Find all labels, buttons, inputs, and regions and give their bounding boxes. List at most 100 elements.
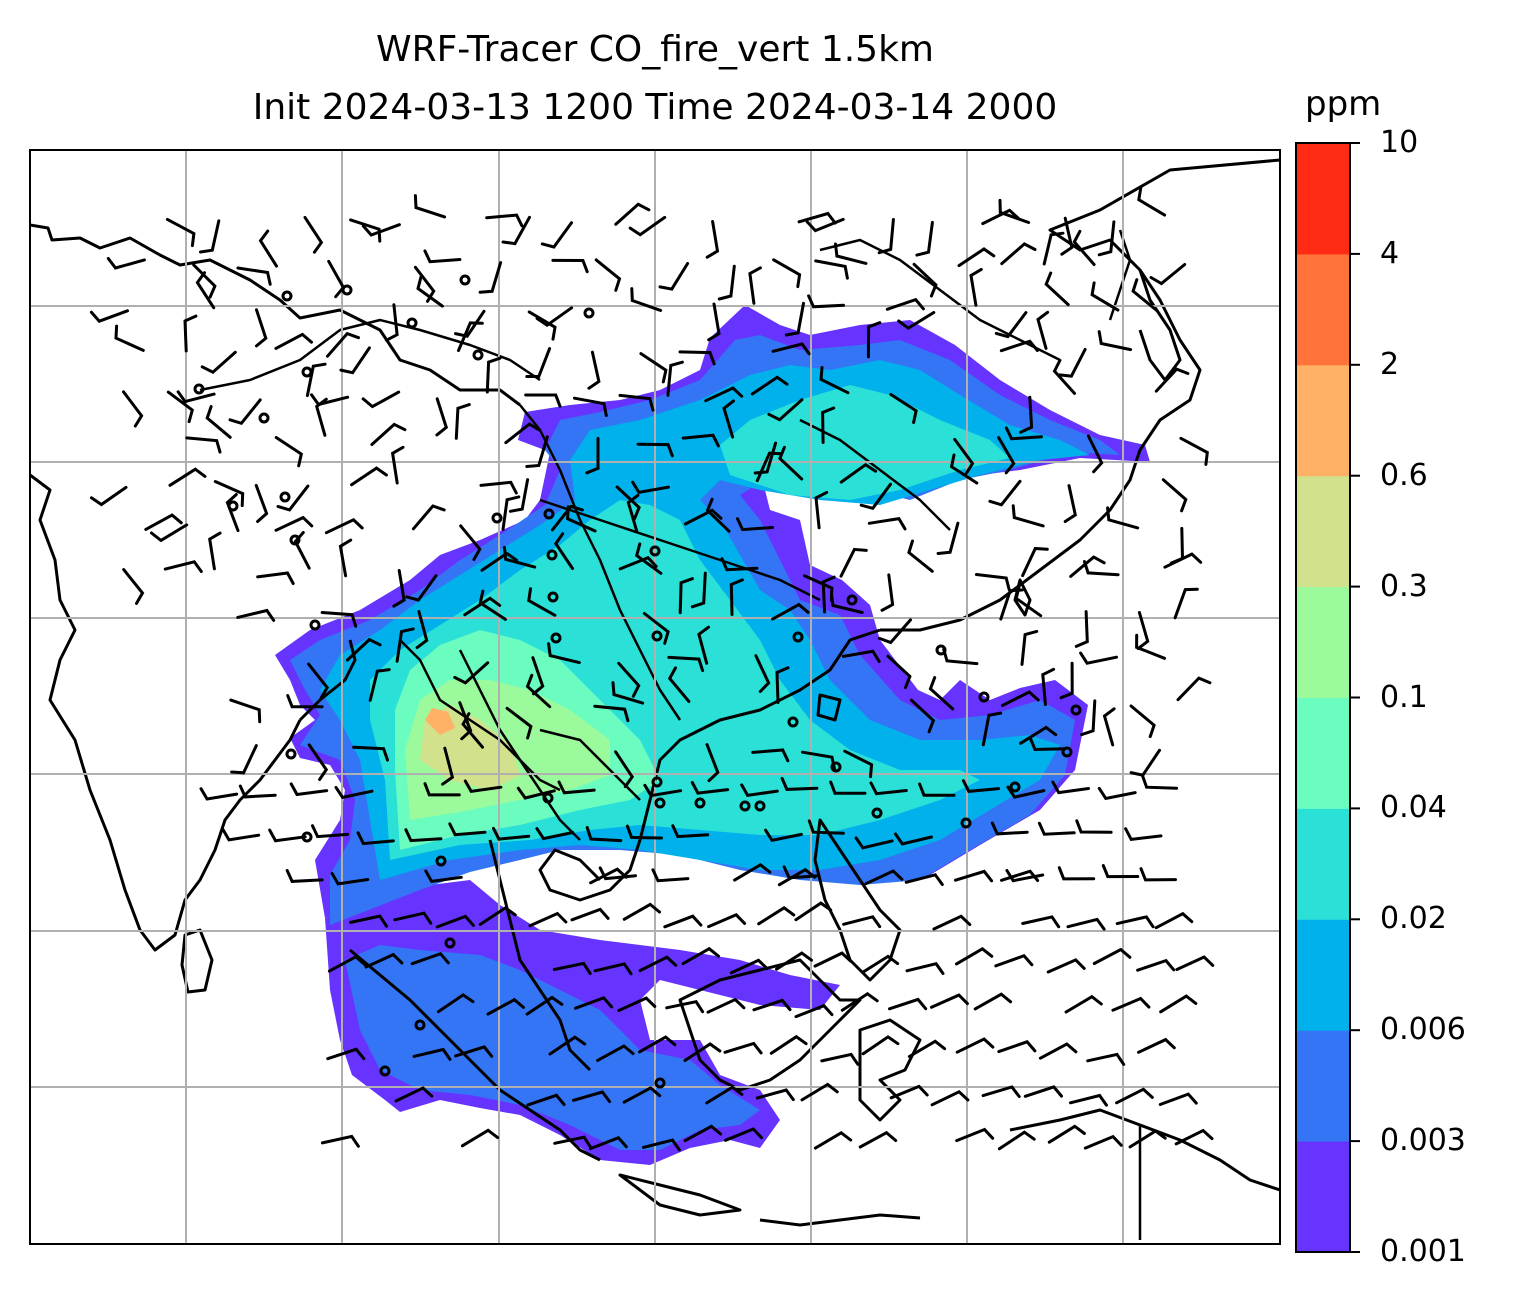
wind-barb [614, 750, 635, 789]
wind-barb [1090, 281, 1120, 312]
wind-barb [667, 666, 691, 703]
colorbar-tick-label: 0.1 [1380, 679, 1428, 715]
wind-barb [405, 574, 438, 602]
wind-barb [478, 906, 517, 926]
calm-wind-marker [491, 512, 503, 524]
wind-barb [415, 610, 429, 650]
colorbar [1295, 142, 1360, 1253]
wind-barb [1080, 699, 1097, 737]
wind-barb [866, 321, 882, 359]
wind-barb [361, 390, 401, 409]
wind-barb [320, 1134, 360, 1148]
calm-wind-marker [871, 807, 883, 819]
wind-barb [540, 221, 573, 249]
calm-wind-marker [654, 1077, 666, 1089]
wind-barb [843, 749, 874, 779]
wind-barb [524, 393, 562, 408]
wind-barb [631, 480, 670, 495]
wind-barb [1014, 585, 1043, 618]
wind-barb [877, 618, 912, 645]
wind-barb [1149, 263, 1187, 286]
wind-barb [1019, 395, 1034, 434]
wind-barb [256, 571, 295, 585]
wind-barb [598, 866, 637, 881]
wind-barb [255, 308, 268, 348]
wind-barb [570, 907, 610, 922]
calm-wind-marker [583, 307, 595, 319]
wind-barb [994, 311, 1028, 339]
wind-barb [416, 275, 444, 308]
wind-barb [841, 649, 881, 663]
wind-barb [1176, 676, 1212, 702]
wind-barb [705, 743, 720, 783]
calm-wind-marker [543, 508, 555, 520]
colorbar-tick-label: 0.04 [1380, 790, 1447, 826]
wind-barb [508, 478, 530, 513]
wind-barb [1057, 866, 1096, 881]
colorbar-bin [1296, 919, 1350, 1031]
wind-barb [705, 497, 731, 533]
wind-barb [1046, 958, 1086, 974]
wind-barb [814, 259, 849, 280]
wind-barb [423, 782, 461, 797]
wind-barb [740, 783, 779, 798]
wind-barb [258, 229, 278, 268]
wind-barb [205, 405, 232, 439]
wind-barb [618, 555, 658, 571]
wind-barb [1006, 785, 1046, 799]
wind-barb [501, 215, 531, 246]
wind-barb [1063, 484, 1077, 523]
wind-barb [485, 213, 524, 228]
calm-wind-marker [1009, 781, 1021, 793]
wind-barb [717, 264, 736, 301]
wind-barb [678, 350, 716, 366]
wind-barb [665, 1000, 705, 1014]
wind-barb [994, 953, 1034, 968]
wind-barb [800, 1082, 839, 1102]
wind-barb [821, 406, 836, 444]
calm-wind-marker [1061, 746, 1073, 758]
wind-barb [1106, 506, 1140, 530]
wind-barb [573, 396, 608, 417]
wind-barb [531, 656, 545, 696]
wind-barb [435, 397, 449, 437]
wind-barb [622, 902, 661, 921]
wind-barb [334, 785, 374, 800]
wind-barb [930, 1090, 970, 1107]
wind-barb [690, 781, 730, 795]
wind-barb [307, 662, 330, 700]
wind-barb [829, 780, 867, 795]
wind-barb [889, 1084, 929, 1100]
wind-barb [370, 422, 407, 446]
wind-barb [1021, 546, 1049, 578]
wind-barb [1004, 426, 1043, 441]
colorbar-tick-label: 0.001 [1380, 1234, 1466, 1269]
wind-barb [912, 262, 938, 298]
wind-barb [767, 398, 804, 422]
calm-wind-marker [651, 630, 663, 642]
wind-barb [915, 220, 934, 257]
wind-barb [1111, 996, 1151, 1012]
wind-barb [617, 996, 657, 1012]
wind-barb [526, 1093, 566, 1107]
wind-barb [1163, 552, 1203, 569]
wind-barb [1139, 867, 1177, 882]
wind-barb [771, 342, 811, 356]
wind-barb [314, 397, 328, 437]
calm-wind-marker [1070, 704, 1082, 716]
wind-barb [289, 782, 329, 797]
wind-barb [221, 828, 261, 842]
calm-wind-marker [285, 748, 297, 760]
wind-barb [784, 301, 805, 337]
wind-barb [144, 513, 183, 531]
wind-barb [999, 339, 1039, 353]
wind-barb [961, 779, 1001, 793]
colorbar-tick-label: 4 [1380, 235, 1400, 271]
wind-barb [228, 398, 262, 426]
wind-barb [949, 453, 979, 485]
wind-barb [585, 826, 623, 843]
wind-barb [458, 701, 473, 741]
wind-barb [889, 393, 918, 424]
wind-barb [326, 331, 360, 358]
colorbar-bin [1296, 475, 1350, 588]
